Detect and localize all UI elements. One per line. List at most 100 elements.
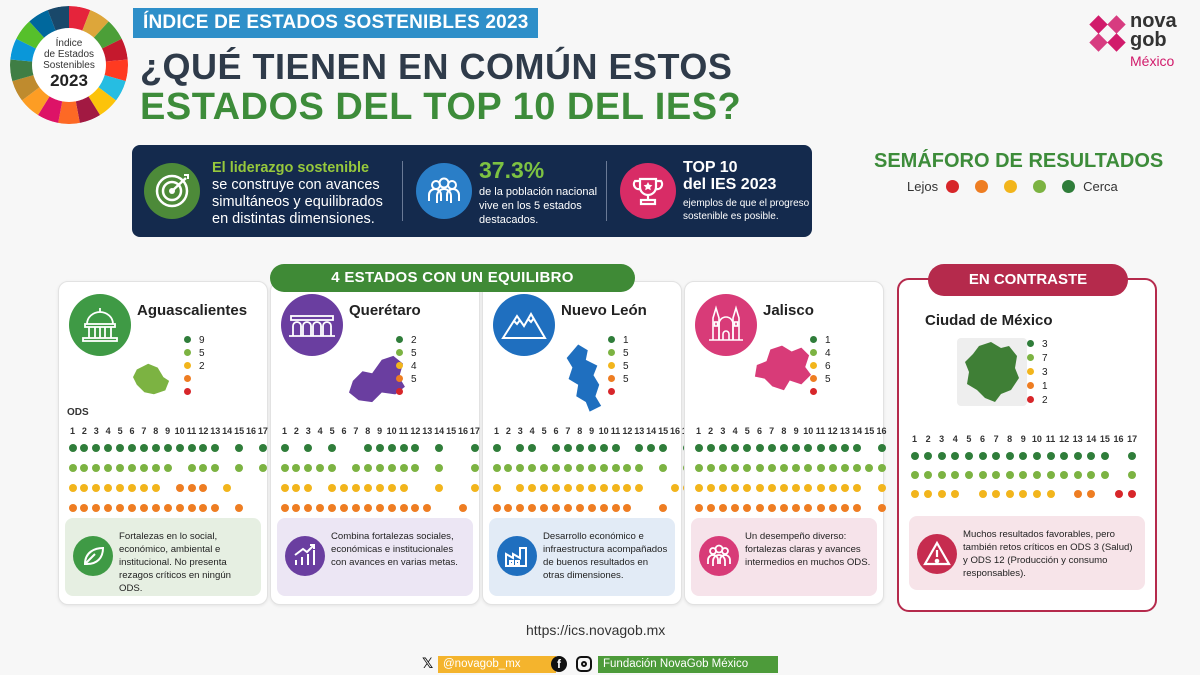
ods-number: 6 [553,426,559,436]
ods-dot-yellow [816,484,825,492]
ods-number: 12 [410,426,421,436]
factory-icon [497,536,537,576]
state-name: Nuevo León [561,302,647,319]
ods-dot-dark-green [528,444,537,452]
ods-dot-light-green [199,464,208,472]
ods-number: 4 [732,426,738,436]
ods-number: 2 [925,434,931,444]
ods-dot-light-green [731,464,740,472]
ods-dot-yellow [399,484,408,492]
ods-dot-dark-green [516,444,525,452]
count-row [810,386,831,399]
ods-dot-orange [151,504,160,512]
contrast-description-box: Muchos resultados favorables, pero tambi… [909,516,1145,590]
ods-dot-yellow [828,484,837,492]
ods-dot-dark-green [978,452,987,460]
count-row: 5 [184,347,205,360]
count-row: 6 [810,360,831,373]
ods-dot-orange [575,504,584,512]
ods-dot-dark-green [139,444,148,452]
ies-logo-text: Índice de Estados Sostenibles 2023 [32,28,106,102]
ods-dot-dark-green [470,444,479,452]
state-map-icon [566,344,602,412]
ods-number: 4 [105,426,111,436]
x-logo-icon[interactable]: 𝕏 [422,655,434,671]
state-card: Nuevo León15551234567891011121314151617D… [482,281,692,605]
ods-number: 13 [839,426,850,436]
ods-dot-light-green [528,464,537,472]
count-value: 9 [199,335,205,346]
ods-dot-light-green [1073,471,1082,479]
semaforo-dot-light-green [1033,180,1047,193]
count-dot-orange [396,375,403,382]
ods-dot-dark-green [163,444,172,452]
count-dot-dark-green [1027,340,1034,347]
community-icon [699,536,739,576]
ods-dot-orange [187,504,196,512]
cdmx-map-icon [965,342,1019,402]
instagram-icon[interactable] [576,656,592,672]
fundacion-label[interactable]: Fundación NovaGob México [598,656,778,673]
count-value: 2 [1042,395,1048,406]
ods-dot-orange [767,504,776,512]
novagob-logo: nova gob México [1088,10,1188,70]
facebook-icon[interactable]: f [551,656,567,672]
ods-number: 16 [457,426,468,436]
ods-dot-yellow [340,484,348,492]
ods-dot-dark-green [304,444,313,452]
ods-dot-orange [351,504,360,512]
ods-dot-dark-green [104,444,113,452]
count-row [184,386,205,399]
ods-dot-orange [792,504,801,512]
ods-number: 7 [769,426,775,436]
ods-dot-light-green [694,464,703,472]
ods-dot-light-green [951,471,960,479]
ods-dot-light-green [755,464,764,472]
leadership-highlight: El liderazgo sostenible [212,160,370,176]
count-dot-orange [1027,382,1034,389]
ods-number: 3 [720,426,726,436]
ods-dot-orange [540,504,549,512]
ods-dot-dark-green [116,444,125,452]
ods-dot-light-green [68,464,77,472]
ods-dot-dark-green [937,452,946,460]
ods-dot-orange [316,504,325,512]
ods-dot-dark-green [1005,452,1014,460]
ods-number: 14 [434,426,445,436]
ods-dot-dark-green [411,444,420,452]
ods-number: 10 [803,426,814,436]
ods-number: 10 [386,426,397,436]
state-map-icon [754,345,812,391]
ods-dot-dark-green [647,444,656,452]
ods-dot-dark-green [964,452,973,460]
semaforo-dot-yellow [1004,180,1018,193]
count-dot-light-green [608,349,615,356]
ods-dot-yellow [767,484,776,492]
ods-dot-light-green [910,471,919,479]
ods-dot-orange [280,504,289,512]
semaforo-legend: Lejos Cerca [907,178,1118,196]
ods-dot-dark-green [877,444,886,452]
ods-dot-light-green [611,464,620,472]
ies-tag: ÍNDICE DE ESTADOS SOSTENIBLES 2023 [133,8,539,38]
ods-dot-light-green [504,464,513,472]
ods-dot-light-green [840,464,849,472]
ods-dot-light-green [211,464,220,472]
x-handle[interactable]: @novagob_mx [438,656,556,673]
ods-dot-yellow [840,484,849,492]
ods-dot-light-green [139,464,148,472]
ods-dot-orange [552,504,560,512]
ods-dot-light-green [258,464,267,472]
ods-dot-yellow [280,484,289,492]
count-value: 6 [825,361,831,372]
ods-dot-yellow [623,484,632,492]
ods-dot-yellow [351,484,360,492]
top10-text: TOP 10 del IES 2023 ejemplos de que el p… [683,159,809,223]
ods-number: 4 [952,434,958,444]
ods-number: 1 [695,426,701,436]
novagob-brand: nova gob [1130,11,1177,50]
ods-dot-orange [611,504,620,512]
footer-url[interactable]: https://ics.novagob.mx [526,622,666,638]
ods-dot-dark-green [828,444,837,452]
